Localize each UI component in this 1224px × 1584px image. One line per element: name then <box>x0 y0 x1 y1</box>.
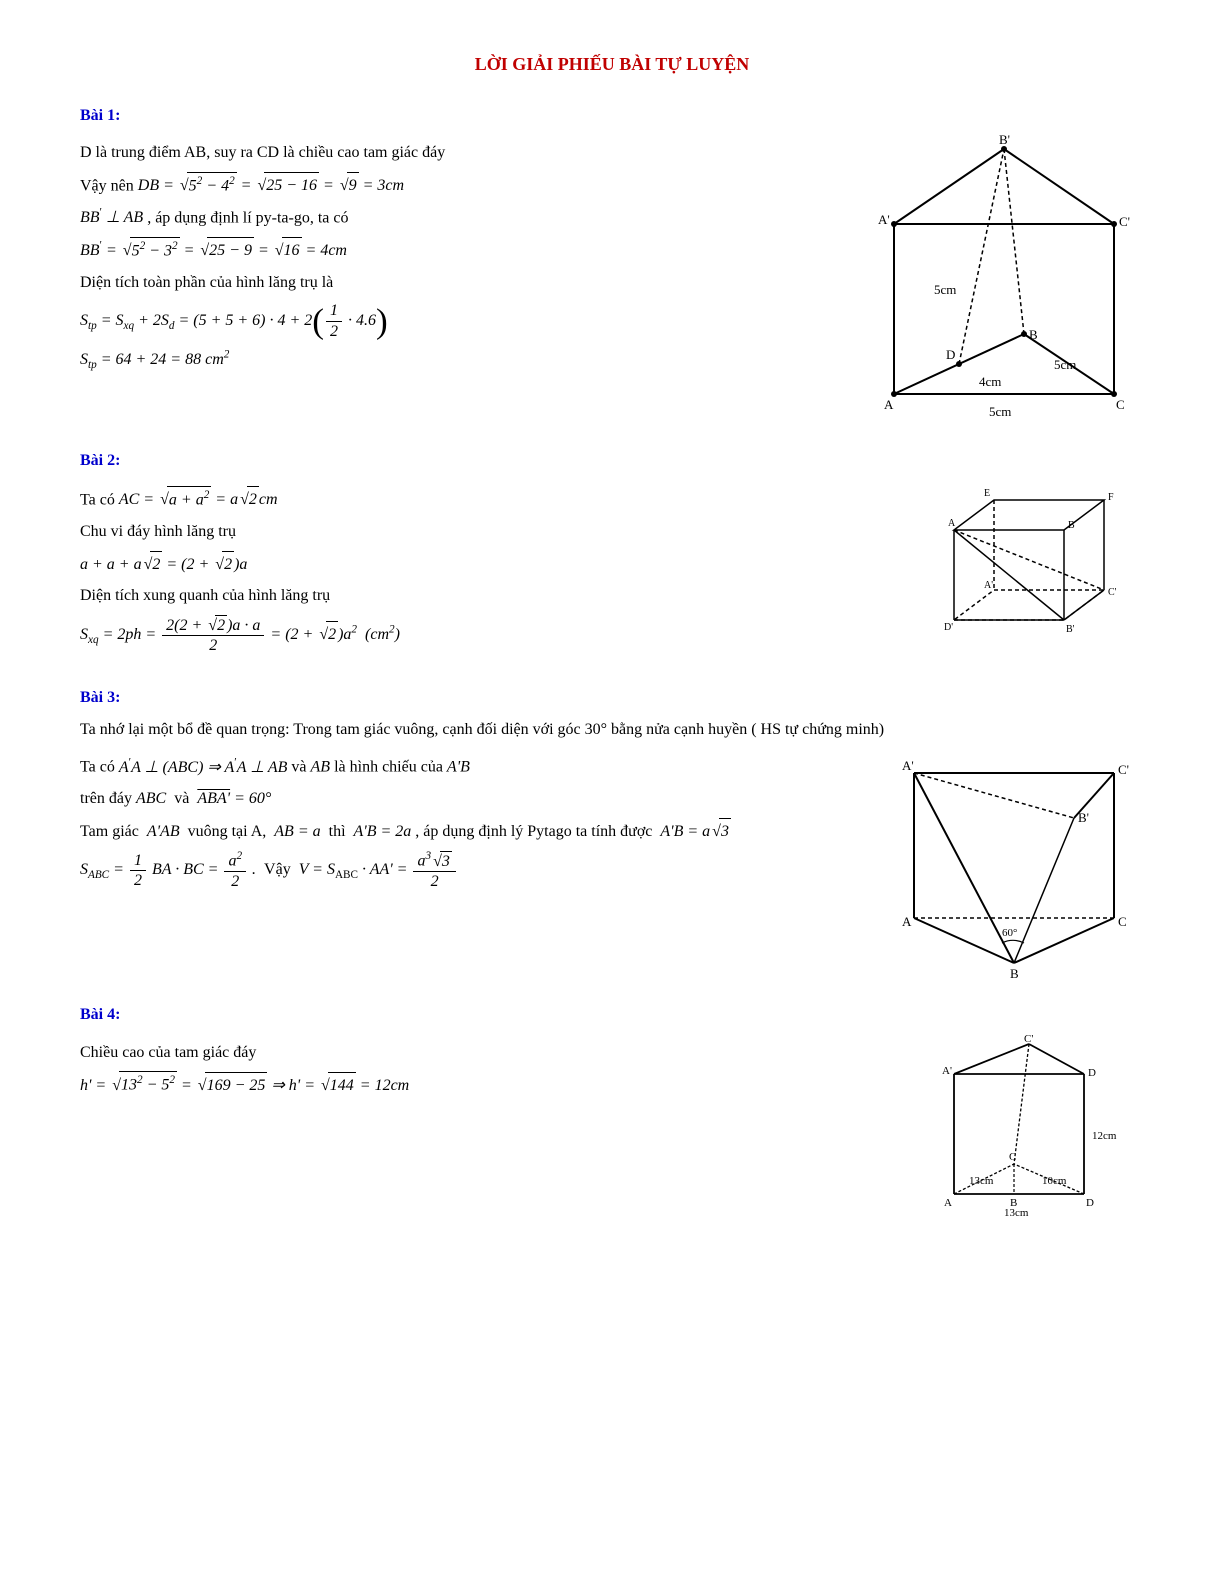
bai2-p3: Diện tích xung quanh của hình lăng trụ <box>80 583 904 609</box>
svg-text:B: B <box>1029 327 1038 342</box>
bai4-figure: A'DC' AD CB 13cm 10cm 12cm 13cm <box>914 1034 1144 1224</box>
bai1-p4: BB′ = 52 − 32 = 25 − 9 = 16 = 4cm <box>80 237 844 264</box>
bai2-text: Ta có AC = a + a2 = a2cm Chu vi đáy hình… <box>80 480 924 661</box>
svg-text:C: C <box>1118 914 1127 929</box>
bai3-p2a: Ta có <box>80 759 119 776</box>
bai1-p3-math: BB′ ⊥ AB <box>80 209 143 226</box>
bai1-p3-tail: , áp dụng định lí py-ta-go, ta có <box>147 209 348 226</box>
bai2-p2: Chu vi đáy hình lăng trụ <box>80 519 904 545</box>
svg-text:C: C <box>1009 1151 1016 1163</box>
svg-text:D: D <box>1088 1067 1096 1079</box>
bai3-p3a: trên đáy <box>80 790 136 807</box>
svg-text:B': B' <box>1066 624 1075 635</box>
svg-text:D: D <box>946 347 955 362</box>
bai3-figure: A' C' B' A C B 60° <box>884 748 1144 978</box>
bai1-p3: BB′ ⊥ AB , áp dụng định lí py-ta-go, ta … <box>80 205 844 231</box>
svg-text:10cm: 10cm <box>1042 1175 1067 1187</box>
bai1-row: D là trung điểm AB, suy ra CD là chiều c… <box>80 134 1144 424</box>
svg-text:F: F <box>1108 492 1114 503</box>
bai1-heading: Bài 1: <box>80 103 1144 129</box>
bai3-heading: Bài 3: <box>80 685 1144 711</box>
svg-text:B: B <box>1010 966 1019 978</box>
svg-text:5cm: 5cm <box>989 404 1011 419</box>
svg-text:E: E <box>984 488 990 499</box>
bai3-row: Ta có A′A ⊥ (ABC) ⇒ A′A ⊥ AB và AB là hì… <box>80 748 1144 978</box>
bai2-p1: Ta có AC = a + a2 = a2cm <box>80 486 904 513</box>
svg-text:A: A <box>948 518 956 529</box>
bai2-eq1: Sxq = 2ph = 2(2 + 2)a · a2 = (2 + 2)a2 (… <box>80 615 904 655</box>
bai1-p2-math: DB = 52 − 42 = 25 − 16 = 9 = 3cm <box>138 177 404 194</box>
svg-text:B: B <box>1068 520 1075 531</box>
bai2-p2m: a + a + a2 = (2 + 2)a <box>80 551 904 578</box>
svg-text:5cm: 5cm <box>1054 357 1076 372</box>
svg-text:B': B' <box>1078 810 1089 825</box>
svg-text:60°: 60° <box>1002 927 1017 939</box>
svg-text:D': D' <box>944 622 953 633</box>
bai2-p1-math: AC = a + a2 = a2cm <box>119 491 278 508</box>
svg-text:A': A' <box>878 212 890 227</box>
bai2-p1-prefix: Ta có <box>80 491 119 508</box>
bai1-p2: Vậy nên DB = 52 − 42 = 25 − 16 = 9 = 3cm <box>80 172 844 199</box>
svg-text:D: D <box>1086 1197 1094 1209</box>
svg-text:A': A' <box>984 580 993 591</box>
bai1-figure: A C B D A' C' B' 5cm 5cm 4cm 5cm <box>864 134 1144 424</box>
svg-text:5cm: 5cm <box>934 282 956 297</box>
bai2-heading: Bài 2: <box>80 448 1144 474</box>
bai2-row: Ta có AC = a + a2 = a2cm Chu vi đáy hình… <box>80 480 1144 661</box>
bai1-p1: D là trung điểm AB, suy ra CD là chiều c… <box>80 140 844 166</box>
bai1-p4-math: BB′ = 52 − 32 = 25 − 9 = 16 = 4cm <box>80 242 347 259</box>
svg-text:C': C' <box>1118 762 1129 777</box>
bai4-heading: Bài 4: <box>80 1002 1144 1028</box>
svg-text:A: A <box>902 914 912 929</box>
svg-text:C': C' <box>1024 1034 1033 1045</box>
bai3-text: Ta có A′A ⊥ (ABC) ⇒ A′A ⊥ AB và AB là hì… <box>80 748 884 897</box>
bai4-text: Chiều cao của tam giác đáy h' = 132 − 52… <box>80 1034 914 1105</box>
svg-text:C: C <box>1116 397 1125 412</box>
bai3-eq1: SABC = 12 BA · BC = a22 . Vậy V = SABC ·… <box>80 850 864 891</box>
svg-text:4cm: 4cm <box>979 374 1001 389</box>
bai1-eq1: Stp = Sxq + 2Sd = (5 + 5 + 6) · 4 + 2(12… <box>80 301 844 340</box>
bai2-figure: A B F E D' B' C' A' <box>924 480 1144 650</box>
bai1-eq2: Stp = 64 + 24 = 88 cm2 <box>80 347 844 375</box>
bai4-p1: Chiều cao của tam giác đáy <box>80 1040 894 1066</box>
bai4-eq1: h' = 132 − 52 = 169 − 25 ⇒ h' = 144 = 12… <box>80 1071 894 1098</box>
svg-text:13cm: 13cm <box>1004 1207 1029 1219</box>
bai3-p4: Tam giác A'AB vuông tại A, AB = a thì A'… <box>80 818 864 845</box>
bai1-p5: Diện tích toàn phần của hình lăng trụ là <box>80 270 844 296</box>
bai1-text: D là trung điểm AB, suy ra CD là chiều c… <box>80 134 864 381</box>
bai1-p2-prefix: Vậy nên <box>80 177 138 194</box>
bai3-p3: trên đáy ABC và ABA' = 60° <box>80 786 864 812</box>
bai3-p1: Ta nhớ lại một bổ đề quan trọng: Trong t… <box>80 717 1144 743</box>
svg-text:12cm: 12cm <box>1092 1130 1117 1142</box>
svg-text:A: A <box>944 1197 952 1209</box>
bai3-p2: Ta có A′A ⊥ (ABC) ⇒ A′A ⊥ AB và AB là hì… <box>80 754 864 780</box>
svg-text:C': C' <box>1108 587 1117 598</box>
bai4-row: Chiều cao của tam giác đáy h' = 132 − 52… <box>80 1034 1144 1224</box>
svg-text:A: A <box>884 397 894 412</box>
svg-text:A': A' <box>902 758 914 773</box>
svg-text:C': C' <box>1119 214 1130 229</box>
svg-text:A': A' <box>942 1065 952 1077</box>
svg-text:B': B' <box>999 134 1010 147</box>
page-title: LỜI GIẢI PHIẾU BÀI TỰ LUYỆN <box>80 50 1144 79</box>
svg-text:13cm: 13cm <box>969 1175 994 1187</box>
